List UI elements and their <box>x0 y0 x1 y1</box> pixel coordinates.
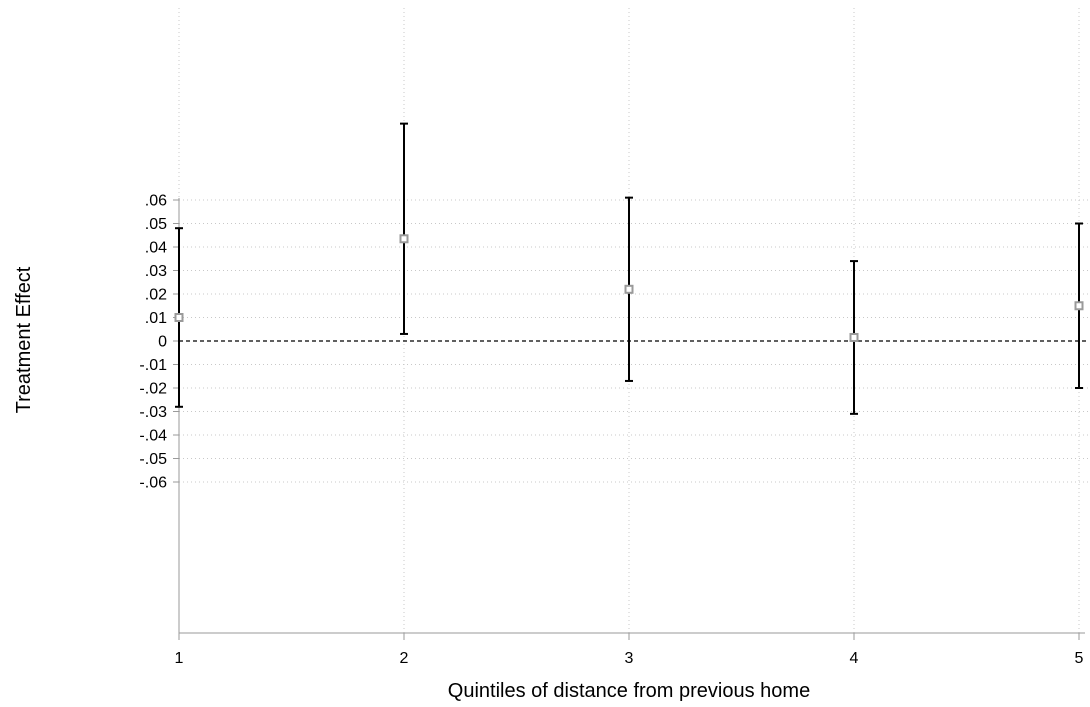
y-tick-label: -.01 <box>139 357 167 374</box>
y-tick-label: .02 <box>145 287 167 304</box>
x-axis-ticks: 1 2 3 4 5 <box>175 633 1084 667</box>
y-tick-label: -.04 <box>139 428 167 445</box>
y-tick-label: -.02 <box>139 381 167 398</box>
point-estimate-marker <box>174 313 184 322</box>
y-tick-label: .03 <box>145 263 167 280</box>
grid-lines <box>178 8 1089 633</box>
y-axis-title: Treatment Effect <box>13 266 35 413</box>
x-tick-label: 3 <box>625 650 634 667</box>
y-tick-label: -.06 <box>139 475 167 492</box>
x-tick-label: 4 <box>850 650 859 667</box>
y-tick-label: .01 <box>145 310 167 327</box>
point-estimate-marker <box>849 332 859 342</box>
x-axis-title: Quintiles of distance from previous home <box>448 680 810 702</box>
x-tick-label: 1 <box>175 650 184 667</box>
y-tick-label: .05 <box>145 216 167 233</box>
error-bars <box>175 122 1083 415</box>
x-tick-label: 5 <box>1075 650 1084 667</box>
y-axis-ticks: .06 .05 .04 .03 .02 .01 0 -.01 -.02 -.03 -.04 -.05 -… <box>139 193 179 492</box>
y-tick-label: -.03 <box>139 404 167 421</box>
y-tick-label: .06 <box>145 193 167 210</box>
x-tick-label: 2 <box>400 650 409 667</box>
y-tick-label: .04 <box>145 240 167 257</box>
point-estimate-marker <box>399 234 409 244</box>
y-tick-label: 0 <box>158 334 167 351</box>
y-tick-label: -.05 <box>139 451 167 468</box>
point-estimate-marker <box>1074 301 1084 311</box>
point-estimate-marker <box>624 284 634 294</box>
point-estimates <box>174 234 1084 342</box>
